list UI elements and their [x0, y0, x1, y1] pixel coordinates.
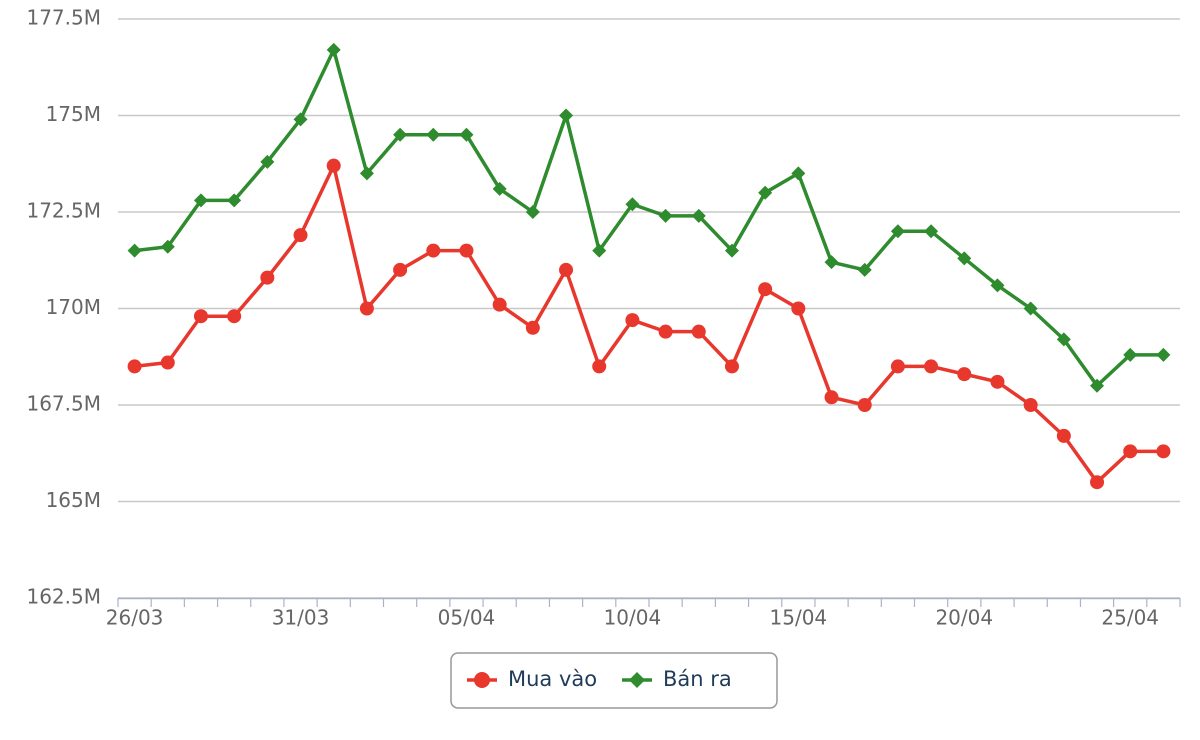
point [824, 255, 839, 270]
point [724, 243, 739, 258]
point [890, 359, 905, 374]
point [990, 374, 1005, 389]
point [1056, 428, 1071, 443]
point [658, 208, 673, 223]
point [824, 390, 839, 405]
point [559, 108, 574, 123]
x-tick-label: 31/03 [272, 606, 330, 630]
point [393, 127, 408, 142]
x-tick-label: 20/04 [935, 606, 993, 630]
legend-label: Bán ra [663, 667, 732, 691]
point [625, 313, 640, 328]
point [791, 166, 806, 181]
point [1090, 378, 1105, 393]
point [924, 359, 939, 374]
line [134, 163, 1164, 484]
series [134, 163, 1164, 484]
point [1156, 444, 1171, 459]
point [990, 278, 1005, 293]
point [691, 208, 706, 223]
x-tick-label: 26/03 [106, 606, 164, 630]
point [1090, 475, 1105, 490]
point [625, 197, 640, 212]
point [492, 297, 507, 312]
legend-marker [474, 672, 490, 688]
point [193, 193, 208, 208]
y-tick-label: 177.5M [26, 6, 101, 30]
point [160, 239, 175, 254]
point [293, 228, 308, 243]
x-tick-label: 05/04 [438, 606, 496, 630]
legend-box [450, 652, 778, 709]
point [193, 309, 208, 324]
x-tick-label: 25/04 [1101, 606, 1159, 630]
point [1156, 347, 1171, 362]
y-tick-label: 170M [46, 295, 101, 319]
point [227, 309, 242, 324]
point [260, 154, 275, 169]
point [890, 224, 905, 239]
point [758, 185, 773, 200]
point [426, 243, 441, 258]
point [658, 324, 673, 339]
point [592, 243, 607, 258]
y-tick-label: 167.5M [26, 392, 101, 416]
point [326, 158, 341, 173]
point [592, 359, 607, 374]
point [1023, 301, 1038, 316]
x-tick-label: 10/04 [604, 606, 662, 630]
point [393, 262, 408, 277]
y-tick-label: 175M [46, 102, 101, 126]
y-tick-label: 165M [46, 488, 101, 512]
legend-label: Mua vào [508, 667, 597, 691]
point [359, 166, 374, 181]
point [1123, 347, 1138, 362]
point [724, 359, 739, 374]
point [293, 112, 308, 127]
point [127, 359, 142, 374]
y-tick-label: 162.5M [26, 585, 101, 609]
point [359, 301, 374, 316]
point [525, 205, 540, 219]
point [492, 181, 507, 196]
point [260, 270, 275, 285]
point [1123, 444, 1138, 459]
point [459, 243, 474, 258]
point [758, 282, 773, 297]
point [1056, 332, 1071, 347]
x-tick-label: 15/04 [770, 606, 828, 630]
point [227, 193, 242, 208]
point [957, 251, 972, 266]
point [791, 301, 806, 316]
legend-marker [629, 672, 645, 688]
point [459, 127, 474, 142]
point [525, 320, 540, 335]
point [857, 262, 872, 277]
point [559, 262, 574, 277]
point [857, 398, 872, 412]
series [134, 48, 1164, 388]
y-tick-label: 172.5M [26, 199, 101, 223]
point [1023, 398, 1038, 412]
line [134, 48, 1164, 388]
point [426, 127, 441, 142]
point [924, 224, 939, 239]
point [326, 42, 341, 57]
point [957, 367, 972, 382]
point [691, 324, 706, 339]
point [127, 243, 142, 258]
point [160, 355, 175, 370]
